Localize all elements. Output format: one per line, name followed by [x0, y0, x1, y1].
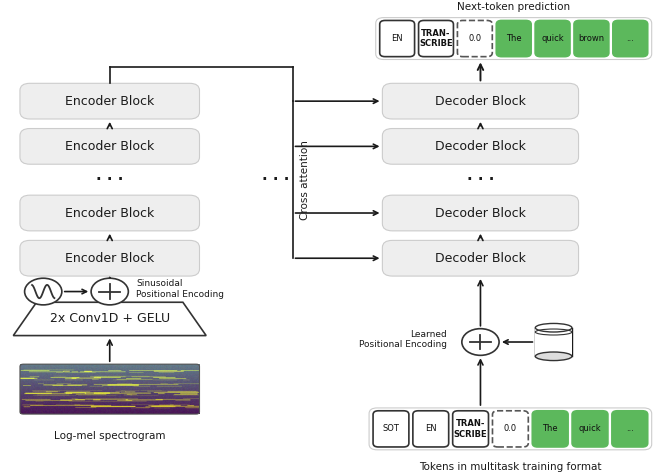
Text: · · ·: · · · [96, 172, 124, 187]
Polygon shape [13, 302, 206, 336]
Text: 0.0: 0.0 [504, 425, 517, 433]
Text: Next-token prediction: Next-token prediction [457, 2, 571, 12]
Text: brown: brown [579, 34, 604, 43]
FancyBboxPatch shape [20, 240, 200, 276]
Ellipse shape [535, 324, 572, 332]
Text: Cross attention: Cross attention [299, 140, 310, 219]
FancyBboxPatch shape [535, 20, 570, 57]
FancyBboxPatch shape [382, 83, 579, 119]
FancyBboxPatch shape [382, 195, 579, 231]
FancyBboxPatch shape [376, 18, 652, 60]
Circle shape [462, 328, 499, 355]
Text: ...: ... [626, 425, 634, 433]
FancyBboxPatch shape [574, 20, 609, 57]
Bar [536, 352, 571, 357]
FancyBboxPatch shape [20, 83, 200, 119]
Text: Learned
Positional Encoding: Learned Positional Encoding [359, 330, 447, 349]
Text: TRAN-
SCRIBE: TRAN- SCRIBE [454, 419, 487, 438]
Text: quick: quick [541, 34, 564, 43]
Text: Log-mel spectrogram: Log-mel spectrogram [54, 431, 166, 441]
Text: quick: quick [579, 425, 601, 433]
Text: SOT: SOT [382, 425, 400, 433]
FancyBboxPatch shape [20, 195, 200, 231]
FancyBboxPatch shape [20, 129, 200, 164]
Text: · · ·: · · · [262, 172, 290, 187]
FancyBboxPatch shape [532, 411, 568, 447]
FancyBboxPatch shape [380, 20, 414, 57]
FancyBboxPatch shape [458, 20, 492, 57]
FancyBboxPatch shape [369, 408, 652, 450]
Text: Encoder Block: Encoder Block [65, 95, 154, 108]
Text: Encoder Block: Encoder Block [65, 207, 154, 219]
Text: 0.0: 0.0 [468, 34, 481, 43]
Text: Encoder Block: Encoder Block [65, 252, 154, 265]
FancyBboxPatch shape [493, 411, 528, 447]
Text: Decoder Block: Decoder Block [435, 95, 526, 108]
FancyBboxPatch shape [418, 20, 454, 57]
Text: Tokens in multitask training format: Tokens in multitask training format [419, 462, 602, 472]
FancyBboxPatch shape [413, 411, 449, 447]
FancyBboxPatch shape [613, 20, 648, 57]
Circle shape [25, 278, 62, 305]
Text: ...: ... [626, 34, 634, 43]
Text: Decoder Block: Decoder Block [435, 252, 526, 265]
Text: TRAN-
SCRIBE: TRAN- SCRIBE [419, 29, 453, 48]
Text: Sinusoidal
Positional Encoding: Sinusoidal Positional Encoding [136, 279, 224, 299]
Text: EN: EN [391, 34, 403, 43]
Circle shape [91, 278, 128, 305]
Text: The: The [543, 425, 558, 433]
Bar [535, 328, 572, 356]
FancyBboxPatch shape [453, 411, 489, 447]
Text: Encoder Block: Encoder Block [65, 140, 154, 153]
Ellipse shape [535, 352, 572, 361]
FancyBboxPatch shape [612, 411, 648, 447]
Text: 2x Conv1D + GELU: 2x Conv1D + GELU [50, 312, 170, 326]
FancyBboxPatch shape [382, 240, 579, 276]
FancyBboxPatch shape [572, 411, 608, 447]
Text: The: The [506, 34, 521, 43]
Text: EN: EN [425, 425, 437, 433]
Text: Decoder Block: Decoder Block [435, 140, 526, 153]
FancyBboxPatch shape [373, 411, 409, 447]
FancyBboxPatch shape [382, 129, 579, 164]
Text: · · ·: · · · [467, 172, 494, 187]
FancyBboxPatch shape [496, 20, 531, 57]
Text: Decoder Block: Decoder Block [435, 207, 526, 219]
